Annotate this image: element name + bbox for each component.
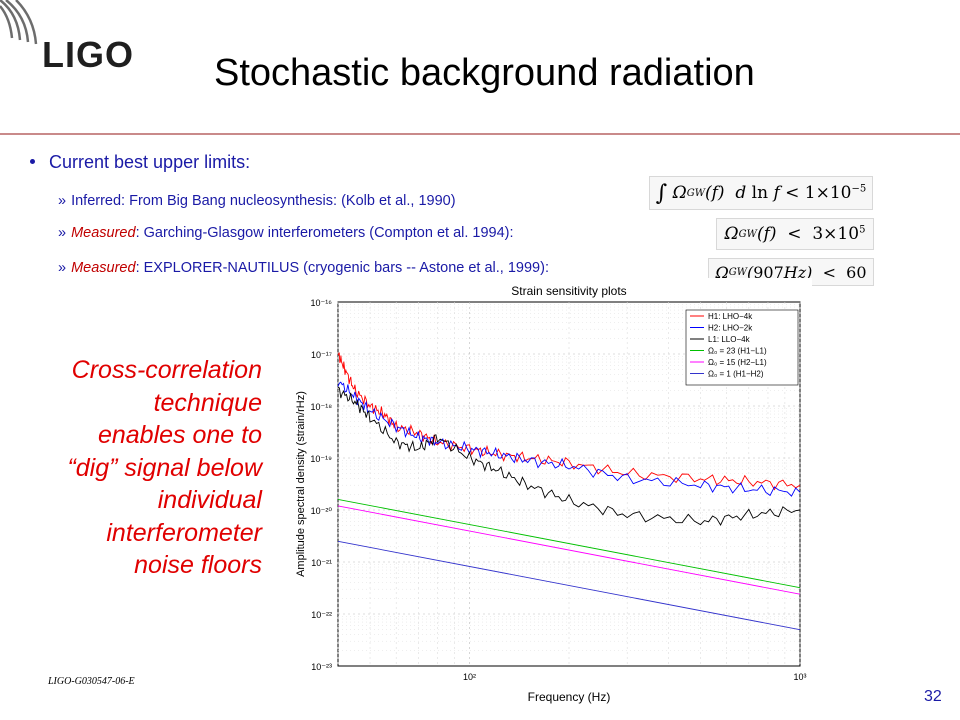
x-tick-label: 10²: [463, 672, 476, 682]
measured-label: Measured: [71, 225, 136, 241]
callout-text: Cross-correlation technique enables one …: [67, 356, 262, 579]
chevron-icon: »: [58, 260, 67, 276]
page-number: 32: [924, 688, 942, 705]
chevron-icon: »: [58, 193, 67, 209]
y-tick-label: 10⁻²¹: [311, 558, 332, 568]
series-line-2: [337, 386, 801, 526]
sub-bullet-text: Inferred: From Big Bang nucleosynthesis:…: [71, 193, 456, 209]
legend-entry: L1: LLO−4k: [708, 335, 751, 344]
legend-entry: Ω₀ = 15 (H2−L1): [708, 358, 767, 367]
main-bullet-text: Current best upper limits:: [49, 152, 251, 172]
legend-entry: H2: LHO−2k: [708, 324, 753, 333]
legend: H1: LHO−4k H2: LHO−2k L1: LLO−4k Ω₀ = 23 (H…: [685, 309, 799, 386]
equation-garching: Ω GW (f) < 3×105: [716, 218, 874, 250]
strain-sensitivity-chart: Strain sensitivity plots 10⁻²³ 10⁻²² 10⁻²¹…: [282, 278, 812, 708]
x-tick-label: 10³: [793, 672, 806, 682]
x-axis-label: Frequency (Hz): [528, 690, 611, 704]
y-tick-label: 10⁻²²: [311, 610, 332, 620]
ligo-logo: LIGO: [42, 34, 134, 75]
measured-label: Measured: [71, 260, 136, 276]
series-group: [337, 352, 801, 631]
legend-box: [685, 309, 799, 386]
y-tick-label: 10⁻¹⁸: [310, 402, 332, 412]
y-tick-label: 10⁻²³: [311, 662, 332, 672]
series-line-4: [337, 505, 801, 595]
y-tick-label: 10⁻²⁰: [311, 506, 333, 516]
series-line-5: [337, 540, 801, 631]
equation-explorer: Ω GW(907 Hz) < 60: [708, 258, 874, 286]
chart-title: Strain sensitivity plots: [511, 284, 626, 298]
sub-bullet-garching: » Measured: Garching-Glasgow interferomet…: [58, 225, 514, 241]
equation-nucleosynthesis: ∫ Ω GW (f) d ln f < 1×10−5: [649, 176, 873, 210]
legend-entry: Ω₀ = 1 (H1−H2): [708, 370, 764, 379]
y-axis-label: Amplitude spectral density (strain/rHz): [295, 391, 307, 577]
main-bullet: Current best upper limits:: [30, 152, 250, 173]
slide-title: Stochastic background radiation: [214, 52, 755, 94]
y-tick-label: 10⁻¹⁶: [311, 298, 333, 308]
chevron-icon: »: [58, 225, 67, 241]
legend-entry: H1: LHO−4k: [708, 312, 753, 321]
y-tick-label: 10⁻¹⁹: [310, 454, 332, 464]
legend-entry: Ω₀ = 23 (H1−L1): [708, 347, 767, 356]
sub-bullet-explorer: » Measured: EXPLORER-NAUTILUS (cryogenic …: [58, 260, 549, 276]
axis-ticks: 10⁻²³ 10⁻²² 10⁻²¹ 10⁻²⁰ 10⁻¹⁹ 10⁻¹⁸ 10⁻¹⁷ 10⁻¹⁶…: [310, 298, 806, 682]
series-line-1: [337, 381, 801, 497]
sub-bullet-text: : Garching-Glasgow interferometers (Comp…: [135, 225, 514, 241]
bullet-dot-icon: [30, 158, 35, 164]
sub-bullet-inferred: » Inferred: From Big Bang nucleosynthesis…: [58, 193, 456, 209]
title-divider: [0, 133, 960, 135]
y-tick-label: 10⁻¹⁷: [311, 350, 332, 360]
sub-bullet-text: : EXPLORER-NAUTILUS (cryogenic bars -- A…: [135, 260, 549, 276]
series-line-3: [337, 498, 801, 589]
document-id: LIGO-G030547-06-E: [48, 676, 135, 687]
logo-arcs-icon: [0, 0, 38, 45]
series-line-0: [337, 352, 801, 491]
